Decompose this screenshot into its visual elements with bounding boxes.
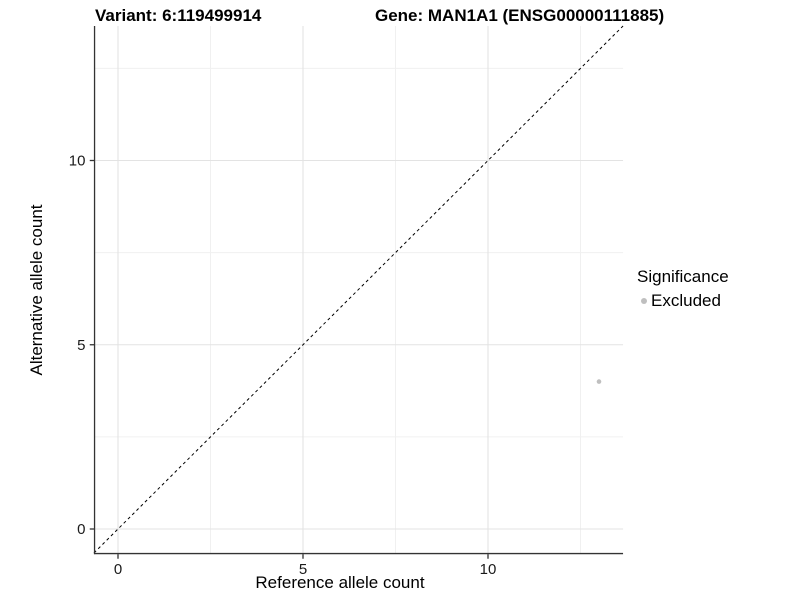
- legend-point-swatch-icon: [641, 298, 647, 304]
- x-axis-label: Reference allele count: [255, 573, 425, 592]
- y-axis-label: Alternative allele count: [27, 204, 46, 376]
- y-tick-label: 0: [77, 521, 85, 538]
- x-tick-label: 5: [299, 561, 307, 578]
- gene-title: Gene: MAN1A1 (ENSG00000111885): [375, 6, 665, 25]
- legend-item-label: Excluded: [651, 291, 721, 310]
- x-tick-label: 10: [480, 561, 497, 578]
- legend-item-excluded: Excluded: [637, 291, 729, 311]
- y-tick-label: 10: [69, 153, 86, 170]
- identity-line: [93, 25, 624, 554]
- x-tick-label: 0: [114, 561, 122, 578]
- legend: Significance Excluded: [637, 267, 729, 311]
- data-point: [596, 379, 602, 384]
- variant-title: Variant: 6:119499914: [95, 6, 262, 25]
- y-tick-label: 5: [77, 337, 85, 354]
- legend-title: Significance: [637, 267, 729, 286]
